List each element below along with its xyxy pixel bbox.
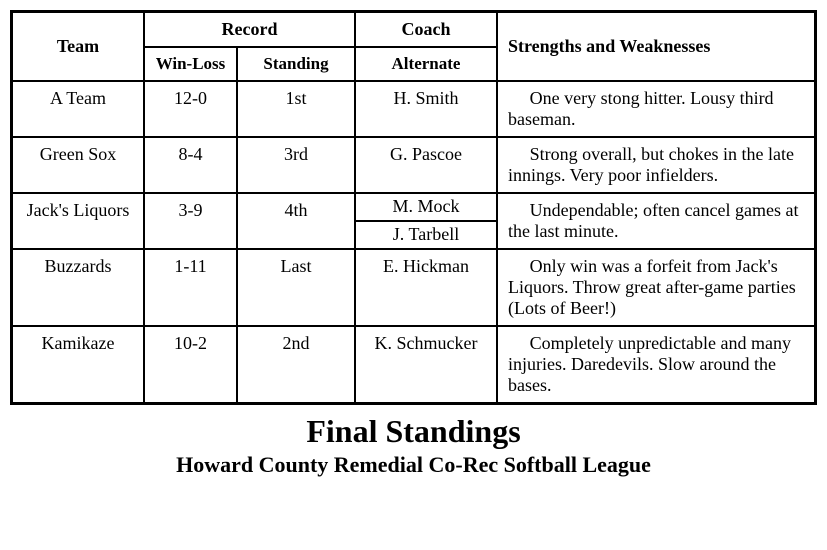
- cell-winloss: 10-2: [144, 326, 237, 404]
- header-winloss: Win-Loss: [144, 47, 237, 81]
- cell-team: Green Sox: [12, 137, 145, 193]
- header-strengths: Strengths and Weaknesses: [497, 12, 816, 82]
- cell-alternate: J. Tarbell: [355, 221, 497, 249]
- header-standing: Standing: [237, 47, 355, 81]
- cell-coach: M. Mock: [355, 193, 497, 221]
- table-row: Jack's Liquors 3-9 4th M. Mock Undependa…: [12, 193, 816, 221]
- cell-coach: H. Smith: [355, 81, 497, 137]
- page-title: Final Standings: [10, 413, 817, 450]
- cell-standing: 1st: [237, 81, 355, 137]
- cell-team: A Team: [12, 81, 145, 137]
- cell-notes: One very stong hitter. Lousy third basem…: [497, 81, 816, 137]
- header-record: Record: [144, 12, 355, 48]
- table-row: Buzzards 1-11 Last E. Hickman Only win w…: [12, 249, 816, 326]
- page-subtitle: Howard County Remedial Co-Rec Softball L…: [10, 452, 817, 478]
- table-row: A Team 12-0 1st H. Smith One very stong …: [12, 81, 816, 137]
- table-row: Kamikaze 10-2 2nd K. Schmucker Completel…: [12, 326, 816, 404]
- cell-notes: Completely unpredictable and many injuri…: [497, 326, 816, 404]
- cell-coach: G. Pascoe: [355, 137, 497, 193]
- cell-coach: E. Hickman: [355, 249, 497, 326]
- standings-table: Team Record Coach Strengths and Weakness…: [10, 10, 817, 405]
- cell-team: Buzzards: [12, 249, 145, 326]
- cell-winloss: 12-0: [144, 81, 237, 137]
- cell-notes: Only win was a forfeit from Jack's Liquo…: [497, 249, 816, 326]
- header-alternate: Alternate: [355, 47, 497, 81]
- table-row: Green Sox 8-4 3rd G. Pascoe Strong overa…: [12, 137, 816, 193]
- cell-notes: Undependable; often cancel games at the …: [497, 193, 816, 249]
- cell-standing: 4th: [237, 193, 355, 249]
- cell-notes: Strong overall, but chokes in the late i…: [497, 137, 816, 193]
- cell-winloss: 8-4: [144, 137, 237, 193]
- cell-winloss: 3-9: [144, 193, 237, 249]
- header-coach: Coach: [355, 12, 497, 48]
- cell-winloss: 1-11: [144, 249, 237, 326]
- cell-standing: 2nd: [237, 326, 355, 404]
- cell-standing: Last: [237, 249, 355, 326]
- cell-team: Kamikaze: [12, 326, 145, 404]
- cell-team: Jack's Liquors: [12, 193, 145, 249]
- cell-coach: K. Schmucker: [355, 326, 497, 404]
- header-team: Team: [12, 12, 145, 82]
- cell-standing: 3rd: [237, 137, 355, 193]
